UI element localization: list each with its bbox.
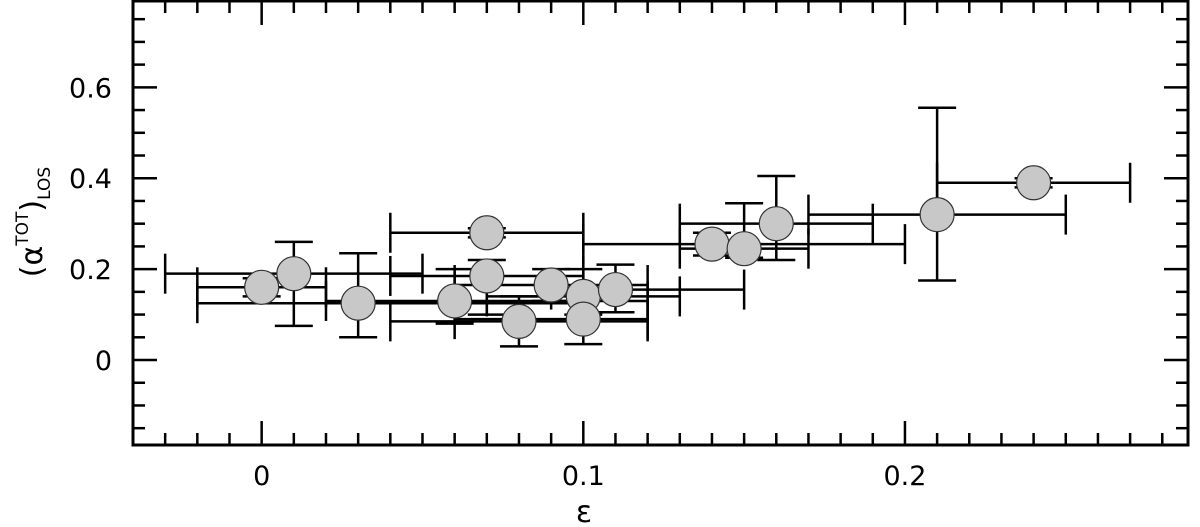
x-tick-label: 0.2	[883, 461, 926, 492]
data-point	[1016, 165, 1052, 201]
y-tick-label: 0.2	[69, 255, 112, 286]
y-label-close: )	[15, 200, 50, 212]
data-point	[597, 271, 634, 308]
y-tick-label: 0.4	[69, 164, 112, 195]
data-point	[919, 196, 955, 233]
y-tick-label: 0.6	[69, 73, 112, 104]
x-tick-label: 0.1	[562, 461, 605, 492]
data-point	[469, 215, 505, 251]
data-point	[565, 301, 601, 337]
data-point	[533, 267, 569, 303]
data-point	[694, 226, 730, 262]
x-tick-label: 0	[253, 461, 270, 492]
plot-frame	[131, 0, 1190, 447]
data-point	[501, 303, 537, 339]
tick-labels: 0 0.1 0.2 0 0.2 0.4 0.6	[69, 73, 926, 492]
y-label-subscript: LOS	[35, 167, 55, 200]
y-axis-label: (αTOT)LOS	[13, 167, 55, 277]
y-label-base: (α	[15, 246, 50, 277]
data-points	[244, 165, 1052, 339]
data-point	[437, 283, 473, 319]
error-bars	[163, 106, 1132, 348]
data-point	[340, 285, 376, 321]
data-point	[758, 206, 794, 242]
data-point	[244, 269, 280, 305]
y-tick-label: 0	[95, 346, 112, 377]
data-point	[726, 231, 762, 267]
data-point	[469, 258, 505, 294]
y-label-superscript: TOT	[13, 211, 33, 247]
axis-ticks	[131, 1, 1188, 445]
x-axis-label: ε	[576, 495, 592, 527]
data-point	[276, 256, 312, 292]
